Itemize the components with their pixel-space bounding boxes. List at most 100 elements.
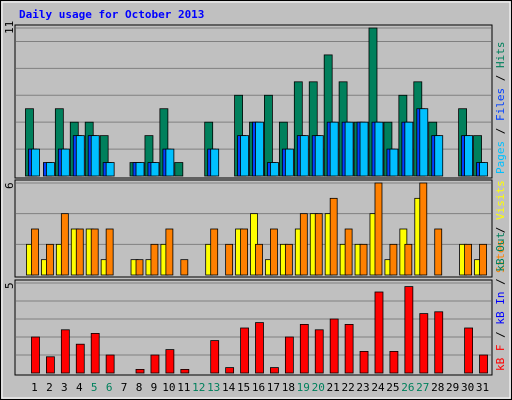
legend: Pages / Files / Hits [494,42,507,175]
bar [60,148,70,177]
x-tick-label: 18 [282,381,295,394]
bar [344,121,354,177]
x-tick-label: 28 [431,381,444,394]
x-tick-label: 10 [162,381,175,394]
bar [419,182,428,276]
bar [31,228,39,276]
x-tick-label: 19 [297,381,310,394]
bar [344,228,353,276]
legend: Sites / Visits [494,180,507,273]
x-tick-label: 5 [91,381,98,394]
bar [180,259,189,276]
x-tick-label: 23 [356,381,369,394]
bar [374,182,383,276]
legend-entry: kB Out [494,232,507,272]
bar [314,213,323,276]
x-tick-label: 11 [177,381,190,394]
bar [404,243,413,276]
x-tick-label: 30 [461,381,474,394]
bar [434,311,444,374]
chart-title: Daily usage for October 2013 [19,8,204,21]
bar [60,329,70,374]
bar [359,350,369,374]
bar [150,354,160,374]
x-tick-label: 22 [341,381,354,394]
legend-entry: Files [494,88,507,121]
bar [75,228,84,276]
bar [270,367,279,374]
x-tick-label: 31 [476,381,489,394]
bar [75,135,85,177]
x-tick-label: 8 [136,381,143,394]
x-tick-label: 12 [192,381,205,394]
x-tick-label: 14 [222,381,236,394]
bar [105,162,115,177]
x-tick-label: 7 [121,381,128,394]
legend-entry: Pages [494,141,507,174]
bar [479,162,488,177]
bar [344,323,354,374]
bar [210,228,219,276]
legend-entry: kB In [494,292,507,325]
bar [464,327,473,374]
bar [374,121,384,177]
x-tick-label: 16 [252,381,265,394]
bar [180,368,190,374]
bar [46,356,55,374]
x-tick-label: 3 [61,381,68,394]
bar [75,343,85,374]
bar [284,243,293,276]
bar [389,148,399,177]
bar [299,213,308,276]
bar [135,162,145,177]
bar [314,135,324,177]
x-tick-label: 26 [401,381,414,394]
bar [284,148,294,177]
bar [255,243,263,276]
bar [404,121,414,177]
legend-separator: / [494,121,507,141]
bar [404,286,414,374]
bar [105,228,114,276]
x-tick-label: 15 [237,381,250,394]
bar [135,259,144,276]
bar [90,332,100,374]
bar [270,228,278,276]
bar [329,121,339,177]
legend-separator: / [494,68,507,88]
y-tick-label: 5 [3,282,16,289]
bar [240,228,248,276]
bar [240,327,249,374]
x-tick-label: 2 [46,381,53,394]
x-tick-label: 27 [416,381,429,394]
bar [479,354,488,374]
bar [225,367,235,374]
bar [389,243,398,276]
bar [419,108,429,177]
bar [359,243,368,276]
bar [299,135,309,177]
bar [31,148,40,177]
bar [255,121,264,177]
bar [329,318,339,374]
bar [165,228,174,276]
legend-entry: Sites [494,240,507,273]
legend-entry: Hits [494,42,507,69]
y-tick-label: 6 [3,182,16,189]
bar [255,322,264,374]
legend-separator: / [494,325,507,345]
x-tick-label: 9 [151,381,158,394]
bar [434,228,443,276]
bar [225,243,234,276]
bar [210,148,220,177]
x-tick-label: 13 [207,381,220,394]
x-tick-label: 25 [386,381,399,394]
bar [46,162,55,177]
bar [434,135,444,177]
bar [174,162,184,177]
bar [31,336,40,374]
bar [299,323,309,374]
bar [464,135,473,177]
bar [165,148,175,177]
bar [46,243,54,276]
